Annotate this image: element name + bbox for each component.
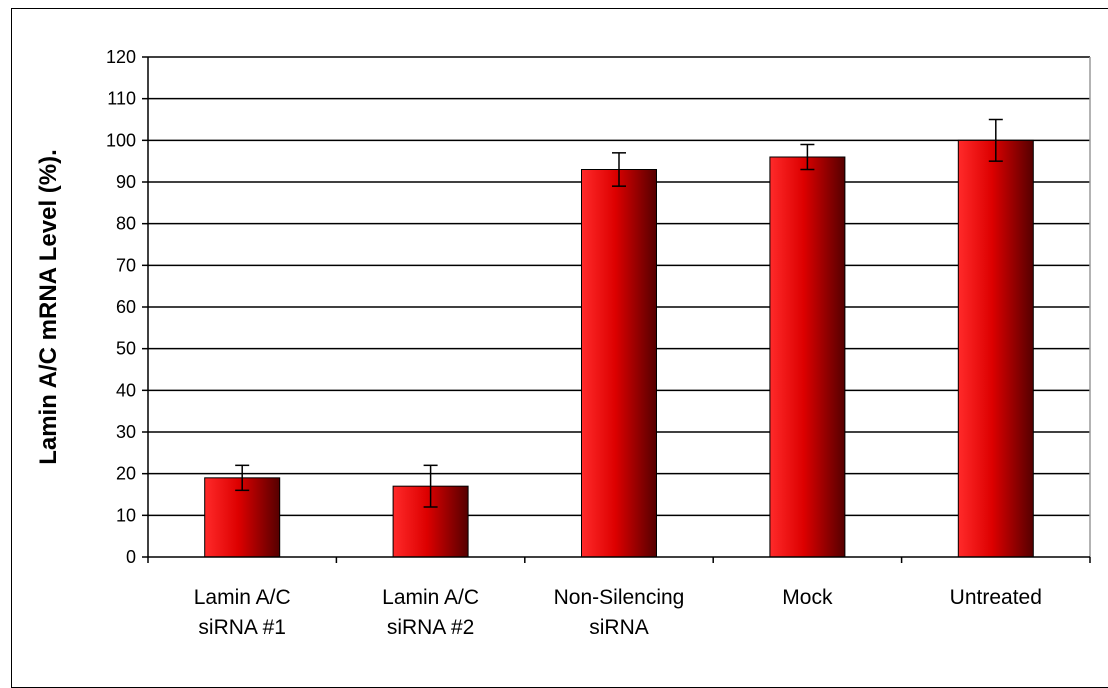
bar-chart: 0 10 20 30 40 50 60 70 80 90 100 110 120 Lamin A/C si… (35, 47, 1091, 639)
y-tick-label: 60 (116, 297, 136, 317)
y-tick-labels: 0 10 20 30 40 50 60 70 80 90 100 110 120 (106, 47, 136, 567)
y-tick-label: 80 (116, 214, 136, 234)
bar (769, 156, 846, 558)
x-category-label: Lamin A/C siRNA #2 (382, 586, 479, 639)
x-category-label: Untreated (950, 586, 1042, 609)
y-tick-label: 110 (107, 89, 136, 109)
y-tick-label: 20 (116, 464, 136, 484)
y-tick-label: 40 (116, 380, 136, 400)
y-tick-label: 120 (106, 47, 136, 67)
y-tick-label: 90 (116, 172, 136, 192)
axes (142, 56, 1091, 563)
y-tick-label: 70 (116, 255, 136, 275)
x-category-label: Lamin A/C siRNA #1 (194, 586, 291, 639)
y-tick-label: 100 (106, 130, 136, 150)
y-tick-label: 50 (116, 339, 136, 359)
bar (957, 139, 1034, 558)
y-tick-label: 30 (116, 422, 136, 442)
y-tick-label: 10 (116, 505, 136, 525)
x-category-label: Non-Silencing siRNA (554, 586, 685, 639)
x-category-labels: Lamin A/C siRNA #1 Lamin A/C siRNA #2 Non-Si… (194, 586, 1042, 639)
bars (204, 118, 1034, 558)
bar (581, 169, 657, 558)
x-category-label: Mock (782, 586, 833, 609)
y-tick-label: 0 (126, 547, 136, 567)
y-axis-title: Lamin A/C mRNA Level (%). (35, 149, 62, 465)
